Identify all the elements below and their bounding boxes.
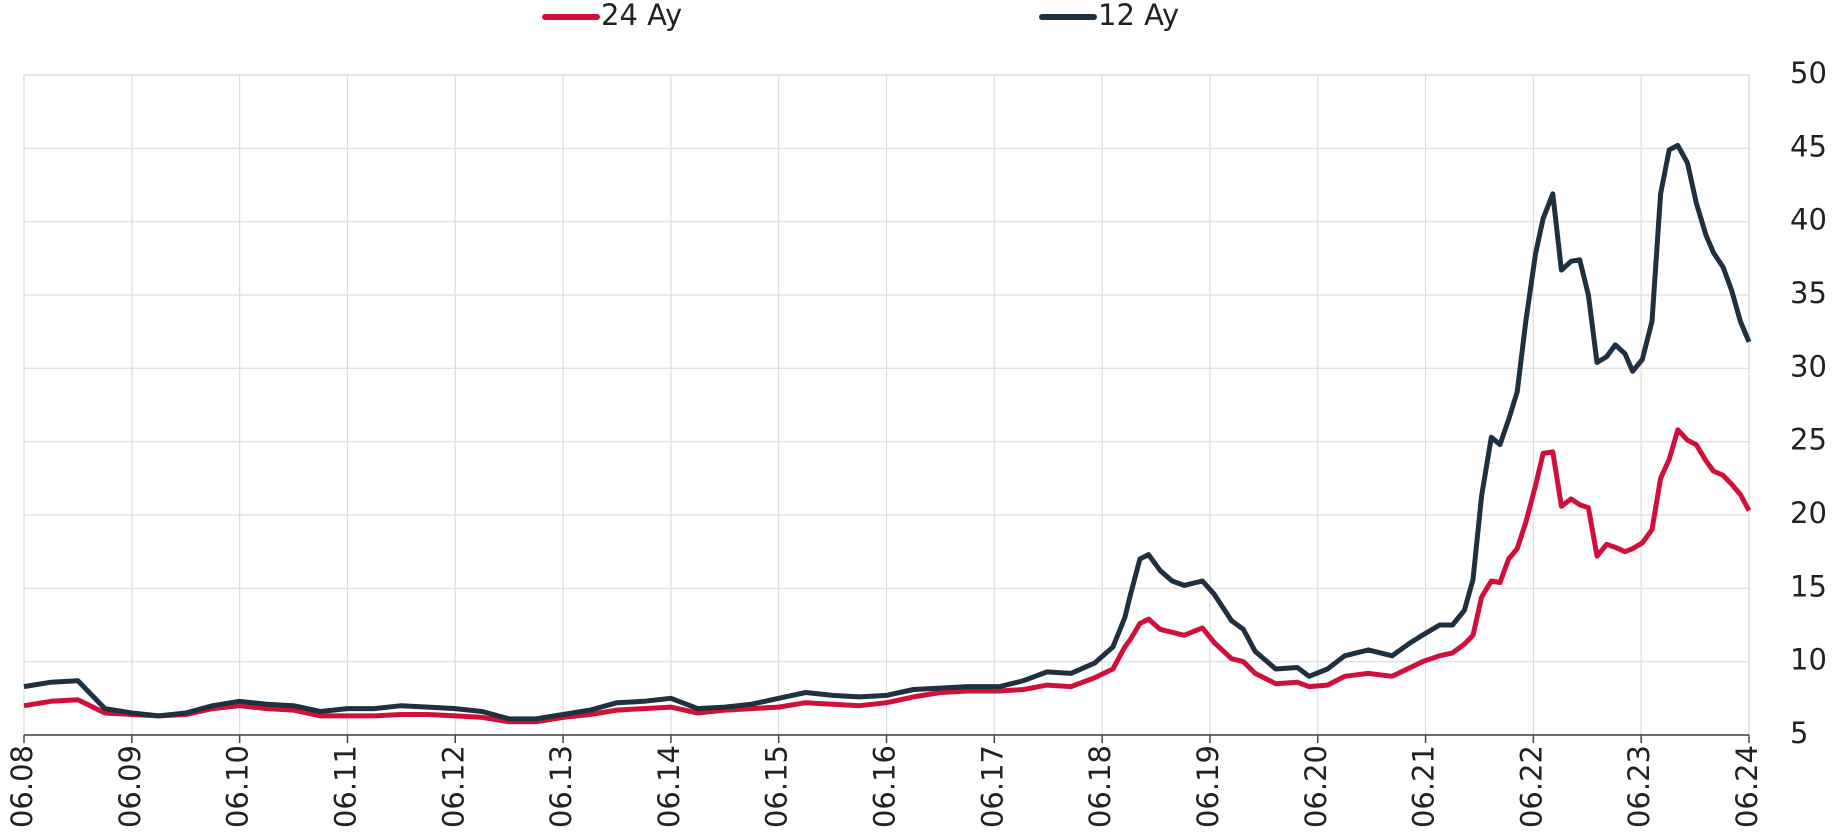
x-tick-label: 06.18	[1083, 745, 1117, 828]
x-tick-label: 06.16	[868, 745, 902, 828]
y-tick-label: 15	[1790, 569, 1827, 603]
y-tick-label: 45	[1790, 129, 1827, 163]
y-tick-label: 25	[1790, 423, 1827, 457]
x-tick-label: 06.11	[328, 745, 362, 828]
x-tick-label: 06.10	[221, 745, 255, 828]
x-tick-label: 06.19	[1191, 745, 1225, 828]
y-tick-label: 30	[1790, 349, 1827, 383]
x-tick-label: 06.22	[1514, 745, 1548, 828]
y-tick-label: 10	[1790, 643, 1827, 677]
x-tick-label: 06.08	[5, 745, 39, 828]
x-tick-label: 06.15	[760, 745, 794, 828]
series-line	[23, 427, 1752, 725]
x-tick-label: 06.13	[544, 745, 578, 828]
legend-label: 24 Ay	[601, 0, 682, 32]
series-line	[23, 142, 1752, 722]
y-tick-label: 20	[1790, 496, 1827, 530]
y-tick-label: 40	[1790, 203, 1827, 237]
x-tick-label: 06.09	[113, 745, 147, 828]
x-tick-label: 06.24	[1730, 745, 1764, 828]
x-tick-label: 06.14	[652, 745, 686, 828]
x-tick-label: 06.21	[1407, 745, 1441, 828]
x-tick-label: 06.17	[975, 745, 1009, 828]
legend-label: 12 Ay	[1098, 0, 1179, 32]
x-tick-label: 06.12	[436, 745, 470, 828]
y-tick-label: 5	[1790, 716, 1808, 750]
y-tick-label: 50	[1790, 56, 1827, 90]
x-tick-label: 06.20	[1299, 745, 1333, 828]
x-tick-label: 06.23	[1622, 745, 1656, 828]
y-tick-label: 35	[1790, 276, 1827, 310]
